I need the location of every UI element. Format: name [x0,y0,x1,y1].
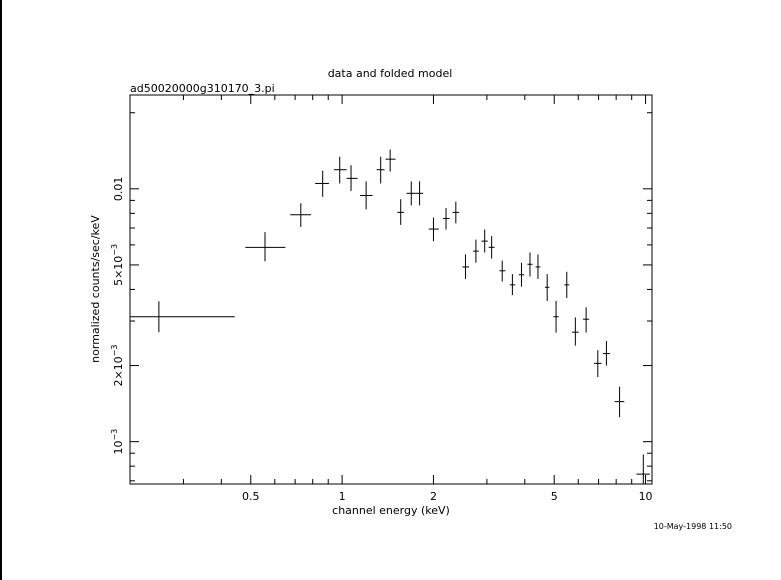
y-tick-label-base: 5×10 [112,256,125,286]
chart-title: data and folded model [328,67,453,80]
data-point [553,301,559,333]
data-point [290,203,312,227]
data-point [499,260,506,282]
y-tick-label-base: 0.01 [112,177,125,202]
data-point [527,252,533,277]
x-tick-label: 10 [639,490,653,503]
data-point [428,217,439,242]
data-point [333,156,347,184]
plot-frame [129,94,653,485]
data-point [385,149,396,172]
chart-subtitle: ad50020000g310170_3.pi [130,82,275,95]
data-point [582,307,590,333]
y-tick-label-base: 10 [112,441,125,455]
data-point [481,229,488,253]
x-axis-label: channel energy (keV) [332,504,450,517]
window-left-border [0,0,2,580]
data-series [130,149,650,484]
y-tick-label-base: 2×10 [112,356,125,386]
data-point [473,239,479,263]
data-point [397,199,405,225]
data-point [245,232,286,262]
y-tick-label: 2×10−3 [110,345,125,387]
x-tick-label: 1 [339,490,346,503]
data-point [442,207,450,230]
y-tick-label: 5×10−3 [110,244,125,286]
data-point [571,317,579,346]
y-tick-label-exponent: −3 [110,429,119,441]
y-tick-label: 0.01 [112,177,125,202]
y-axis: 10−32×10−35×10−30.01 [110,112,652,482]
data-point [509,274,516,296]
data-point [406,181,416,206]
data-point [462,254,470,279]
x-tick-label: 0.5 [242,490,260,503]
data-point [593,350,602,378]
data-point [564,271,570,298]
data-point [544,274,550,302]
data-point [130,301,235,333]
x-axis: 0.5 1 2 5 10 [129,95,653,503]
data-point [359,181,373,210]
timestamp: 10-May-1998 11:50 [654,522,732,531]
data-point [535,254,541,279]
data-point [415,181,424,206]
data-point [346,165,358,192]
data-point [376,156,385,184]
y-tick-label-exponent: −3 [110,244,119,256]
data-point [602,341,610,366]
data-point [614,386,625,418]
y-tick-label-exponent: −3 [110,345,119,357]
data-point [518,262,525,287]
data-point [636,454,650,484]
x-tick-label: 2 [430,490,437,503]
y-axis-label: normalized counts/sec/keV [89,215,102,363]
data-point [315,170,329,197]
data-point [452,201,460,224]
x-tick-label: 5 [551,490,558,503]
y-tick-label: 10−3 [110,429,125,455]
data-point [488,236,495,259]
